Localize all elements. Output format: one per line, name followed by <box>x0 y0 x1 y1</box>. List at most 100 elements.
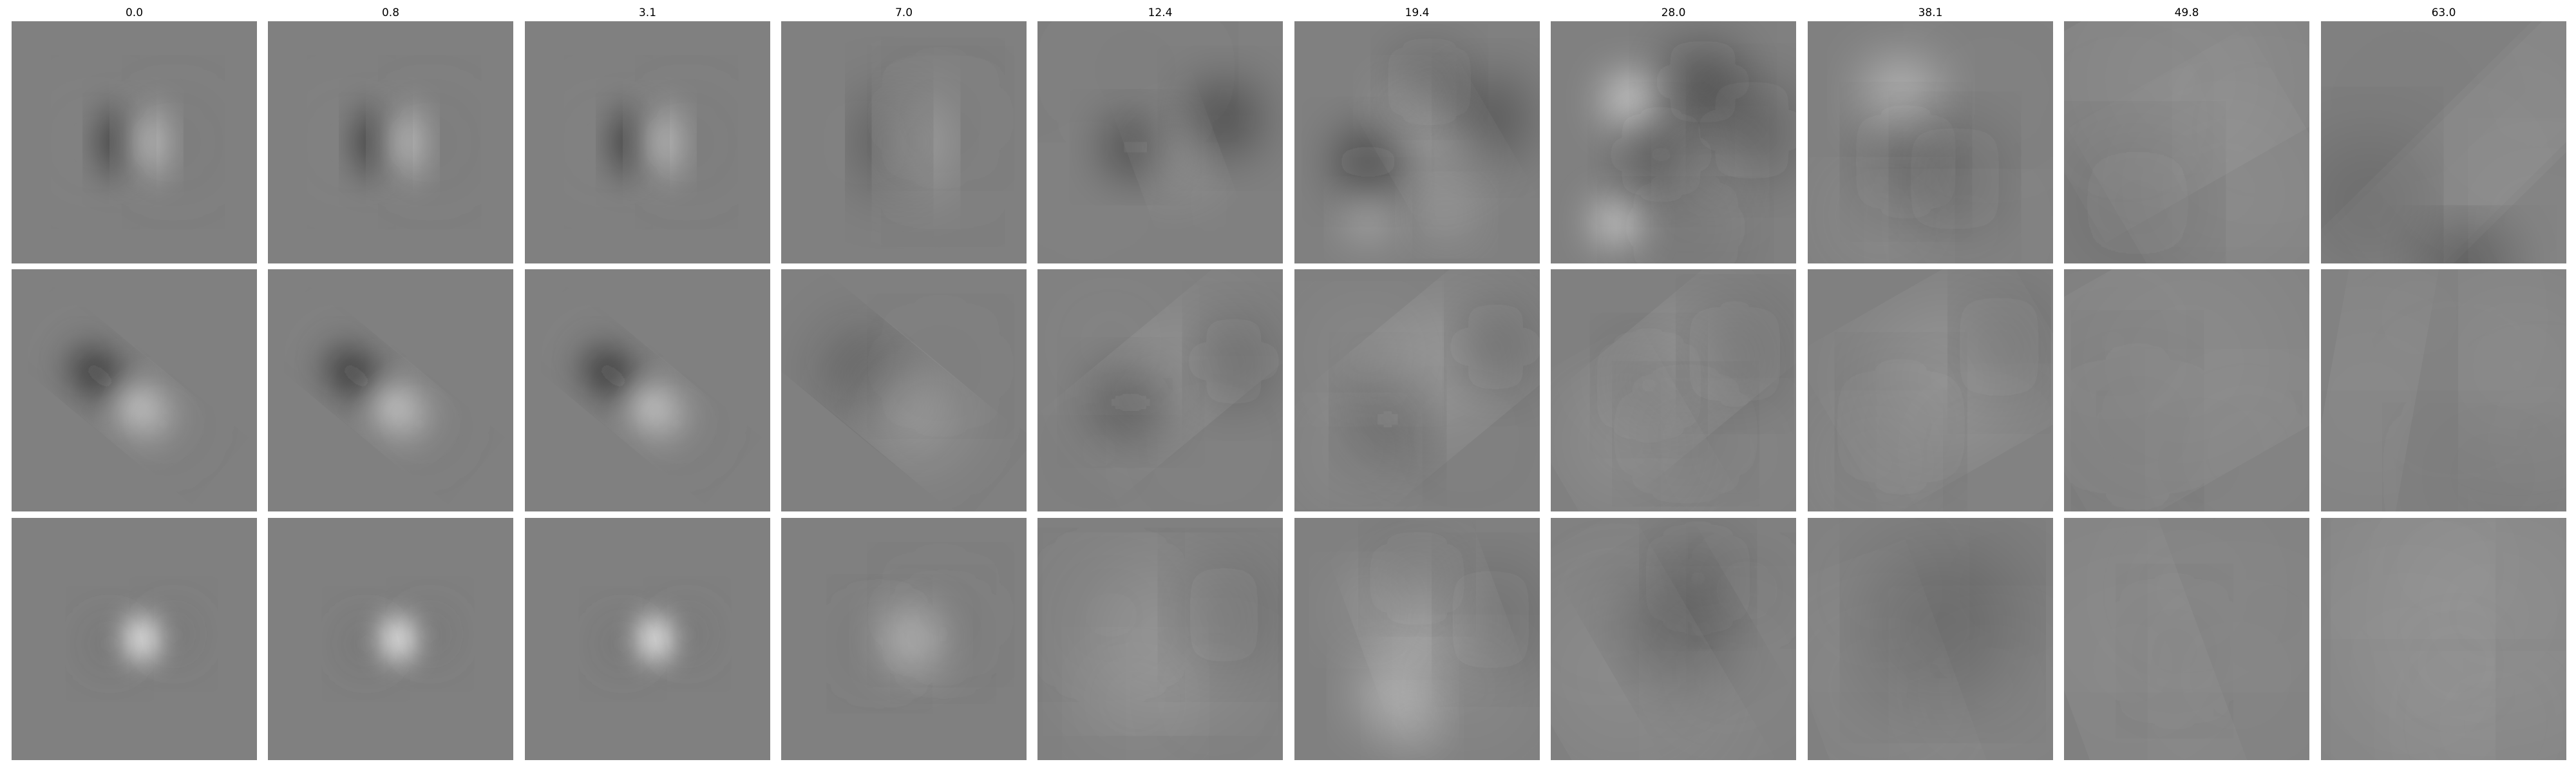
light-blob <box>2358 293 2481 342</box>
column-title: 49.8 <box>2174 6 2199 19</box>
filter-panel-r2-c5 <box>1037 269 1283 511</box>
dark-blob <box>1397 558 1437 598</box>
filter-panel-r3-c2 <box>268 518 513 760</box>
light-blob <box>1690 154 1730 203</box>
dark-blob <box>1908 588 1977 666</box>
light-blob <box>1121 600 1200 669</box>
light-blob <box>1057 157 1116 225</box>
filter-image <box>1808 269 2053 511</box>
filter-image <box>1037 21 1283 263</box>
filter-image <box>268 269 513 511</box>
dark-blob <box>2164 439 2233 488</box>
filter-image <box>1294 21 1540 263</box>
dark-blob <box>916 590 965 639</box>
dark-blob <box>2345 164 2395 242</box>
light-blob <box>1395 709 1430 739</box>
filter-panel-r2-c2 <box>268 269 513 511</box>
light-blob <box>574 339 612 374</box>
light-blob <box>2497 318 2537 415</box>
light-blob <box>1370 668 1415 717</box>
dark-blob <box>1629 361 1669 410</box>
filter-panel-r2-c6 <box>1294 269 1540 511</box>
filter-image <box>1294 269 1540 511</box>
filter-panel-r1-c10 <box>2321 21 2566 263</box>
filter-panel-r3-c6 <box>1294 518 1540 760</box>
light-blob <box>1905 345 1980 412</box>
column-title: 28.0 <box>1661 6 1686 19</box>
light-blob <box>1854 439 1899 488</box>
filter-image <box>525 21 770 263</box>
dark-blob <box>1410 62 1450 102</box>
dark-blob <box>672 615 702 654</box>
dark-blob <box>363 111 388 174</box>
light-blob <box>827 336 873 377</box>
light-blob <box>1343 330 1393 379</box>
filter-image <box>525 269 770 511</box>
dark-blob <box>1478 320 1513 374</box>
dark-blob <box>399 405 441 444</box>
light-blob <box>1609 79 1654 123</box>
filter-panel-r2-c7 <box>1551 269 1796 511</box>
filter-image <box>2064 21 2309 263</box>
dark-blob <box>2108 169 2168 237</box>
light-blob <box>124 617 159 661</box>
light-blob <box>336 113 366 172</box>
dark-blob <box>1113 128 1158 167</box>
filter-image <box>2321 21 2566 263</box>
filter-panel-r3-c7 <box>1551 518 1796 760</box>
light-blob <box>1353 205 1383 234</box>
filter-panel-r3-c8 <box>1808 518 2053 760</box>
filter-panel-r2-c3 <box>525 269 770 511</box>
light-blob <box>80 113 110 172</box>
light-blob <box>2136 43 2228 120</box>
light-blob <box>2231 91 2290 169</box>
dark-blob <box>2456 451 2530 500</box>
dark-blob <box>2352 52 2462 160</box>
light-blob <box>2101 606 2164 721</box>
light-blob <box>847 107 882 178</box>
dark-blob <box>1471 91 1511 145</box>
filter-panel-r3-c10 <box>2321 518 2566 760</box>
dark-blob <box>1678 554 1718 603</box>
filter-panel-r3-c1 <box>12 518 257 760</box>
filter-panel-r1-c4 <box>781 21 1027 263</box>
dark-blob <box>1678 57 1728 106</box>
filter-panel-r2-c9 <box>2064 269 2309 511</box>
light-blob <box>2453 700 2532 749</box>
light-blob <box>2517 191 2566 263</box>
filter-panel-r3-c4 <box>781 518 1027 760</box>
light-blob <box>2096 84 2155 153</box>
light-blob <box>1597 203 1637 242</box>
filter-panel-r1-c5 <box>1037 21 1283 263</box>
light-blob <box>381 617 415 661</box>
filter-image <box>12 21 257 263</box>
filter-image <box>268 518 513 760</box>
light-blob <box>1404 337 1479 405</box>
dark-blob <box>158 615 189 654</box>
light-blob <box>1348 590 1388 629</box>
dark-blob <box>874 104 904 180</box>
light-blob <box>1698 634 1757 702</box>
dark-blob <box>1436 414 1496 463</box>
dark-blob <box>1101 45 1170 94</box>
light-blob <box>1441 663 1491 712</box>
light-blob <box>390 111 415 174</box>
light-blob <box>2438 561 2547 669</box>
filter-panel-r2-c1 <box>12 269 257 511</box>
filter-panel-r1-c7 <box>1551 21 1796 263</box>
light-blob <box>2351 330 2390 474</box>
light-blob <box>2088 312 2138 371</box>
filter-image <box>1551 269 1796 511</box>
light-blob <box>2436 639 2476 688</box>
dark-blob <box>1636 130 1686 179</box>
filter-image <box>1294 518 1540 760</box>
dark-blob <box>1979 561 2029 620</box>
dark-blob <box>107 111 132 174</box>
light-blob <box>1403 586 1455 653</box>
dark-blob <box>916 93 965 142</box>
light-blob <box>1857 195 1906 234</box>
light-blob <box>1853 645 1909 730</box>
filter-image <box>1808 21 2053 263</box>
light-blob <box>1852 557 1911 625</box>
